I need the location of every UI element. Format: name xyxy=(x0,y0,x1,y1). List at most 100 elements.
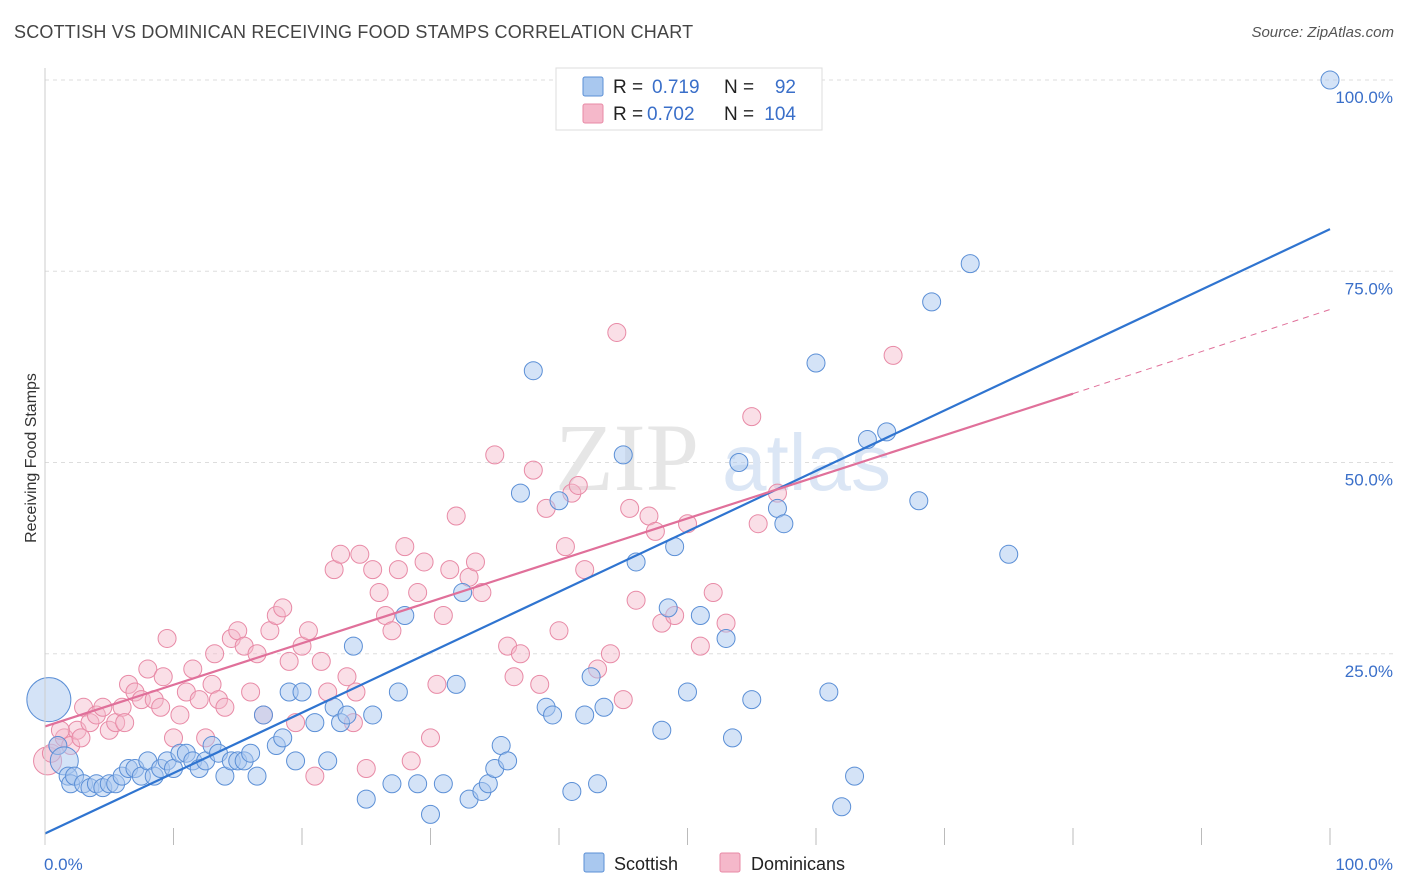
scottish-point xyxy=(658,598,678,618)
scottish-trend-line xyxy=(44,228,1331,835)
dominican-point xyxy=(350,544,370,564)
y-tick-label-100: 100.0% xyxy=(1335,88,1393,107)
scottish-point xyxy=(337,705,357,725)
grid-layer xyxy=(45,79,1395,655)
dominican-point xyxy=(388,560,408,580)
scottish-point xyxy=(652,720,672,740)
scottish-point xyxy=(845,766,865,786)
dominican-point xyxy=(549,621,569,641)
dominican-point xyxy=(241,682,261,702)
dominican-point xyxy=(153,667,173,687)
dominican-point xyxy=(523,460,543,480)
dominican-point xyxy=(703,583,723,603)
x-tick-label-100: 100.0% xyxy=(1335,855,1393,874)
scottish-point xyxy=(421,804,440,824)
dominican-point xyxy=(620,498,640,518)
scottish-point xyxy=(1320,70,1340,90)
dominican-point xyxy=(600,644,620,664)
y-axis-label: Receiving Food Stamps xyxy=(23,373,40,543)
dominican-point xyxy=(151,697,171,717)
scottish-point xyxy=(305,713,325,733)
dominican-point xyxy=(421,728,440,748)
bottom-legend: Scottish Dominicans xyxy=(583,852,845,874)
dominican-point xyxy=(504,667,524,687)
scottish-point xyxy=(832,797,852,817)
dominican-point xyxy=(119,674,139,694)
dominican-point xyxy=(568,475,588,495)
scottish-point xyxy=(453,583,473,603)
scottish-point xyxy=(510,483,530,503)
dominican-points xyxy=(33,322,903,786)
dominican-point xyxy=(337,667,357,687)
dominican-point xyxy=(427,674,447,694)
scottish-point xyxy=(922,292,942,312)
dominican-point xyxy=(205,644,225,664)
scottish-point xyxy=(575,705,595,725)
dominican-point xyxy=(742,407,762,427)
scottish-point xyxy=(498,751,518,771)
legend-box: R = 0.719 N = 92 R = 0.702 N = 104 xyxy=(555,67,823,131)
scottish-point xyxy=(562,781,582,801)
dominican-point xyxy=(401,751,421,771)
dominican-point xyxy=(530,674,550,694)
scottish-point xyxy=(446,674,466,694)
dominican-point xyxy=(363,560,383,580)
dominican-point xyxy=(157,628,177,648)
scottish-point xyxy=(960,254,980,274)
dominican-point xyxy=(189,690,209,710)
scottish-point xyxy=(523,361,543,381)
scottish-point xyxy=(241,743,261,763)
dominican-point xyxy=(465,552,485,572)
scottish-point xyxy=(774,514,794,534)
legend-n-value-dominican: 104 xyxy=(764,104,796,125)
legend-n-label-dominican: N = xyxy=(724,104,754,125)
dominican-point xyxy=(80,713,100,733)
scottish-point xyxy=(588,774,608,794)
dominican-point xyxy=(485,445,505,465)
dominican-point xyxy=(266,606,286,625)
dominican-point xyxy=(305,766,325,786)
dominican-point xyxy=(115,713,135,733)
scottish-point xyxy=(356,789,376,809)
dominican-point xyxy=(382,621,402,641)
dominican-point xyxy=(273,598,293,618)
dominican-point xyxy=(555,537,575,557)
dominican-trend-line xyxy=(44,392,1074,728)
dominican-point xyxy=(170,705,190,725)
scottish-point xyxy=(318,751,338,771)
scottish-point xyxy=(247,766,267,786)
scottish-point xyxy=(581,667,601,687)
scottish-point xyxy=(273,728,293,748)
watermark: ZIP atlas xyxy=(555,404,891,511)
scottish-point xyxy=(909,491,929,511)
dominican-point xyxy=(395,537,415,557)
legend-n-value-scottish: 92 xyxy=(775,77,796,98)
trend-lines xyxy=(44,228,1331,835)
scottish-point xyxy=(678,682,697,702)
axis-layer: 25.0% 50.0% 75.0% 100.0% 0.0% 100.0% xyxy=(44,68,1393,874)
dominican-point xyxy=(748,514,768,534)
scottish-point xyxy=(716,628,736,648)
scottish-point xyxy=(594,697,614,717)
legend-swatch-scottish xyxy=(582,76,604,97)
dominican-point xyxy=(414,552,434,572)
dominican-point xyxy=(215,697,235,717)
dominican-point xyxy=(208,690,228,710)
legend-r-label-scottish: R = xyxy=(613,77,643,98)
scottish-point xyxy=(382,774,402,794)
dominican-point xyxy=(99,720,119,740)
scottish-point xyxy=(722,728,742,748)
dominican-point xyxy=(346,682,366,702)
dominican-point xyxy=(311,651,331,671)
chart-title: SCOTTISH VS DOMINICAN RECEIVING FOOD STA… xyxy=(14,22,694,42)
scottish-point xyxy=(690,606,710,625)
scottish-point xyxy=(613,445,633,465)
dominican-point xyxy=(626,590,646,610)
scottish-point xyxy=(253,705,273,725)
scottish-point xyxy=(549,491,569,511)
scottish-point xyxy=(286,751,306,771)
scottish-point xyxy=(433,774,453,794)
dominican-point xyxy=(883,345,903,365)
dominican-point xyxy=(356,759,376,778)
dominican-point xyxy=(613,690,633,710)
